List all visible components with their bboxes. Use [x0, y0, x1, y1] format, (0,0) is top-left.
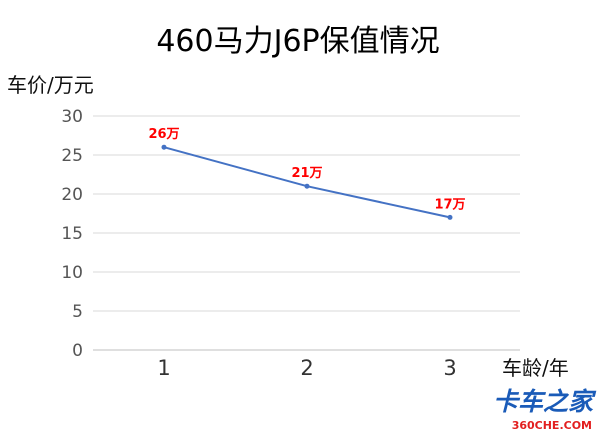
series-line — [163, 146, 451, 219]
x-axis-ticks: 1 2 3 — [157, 356, 456, 380]
data-labels: 26万 21万 17万 — [148, 127, 465, 212]
y-tick-label: 5 — [72, 302, 83, 322]
chart-title: 460马力J6P保值情况 — [156, 24, 439, 59]
y-tick-label: 20 — [61, 185, 83, 205]
y-tick-label: 25 — [61, 146, 83, 166]
data-label: 21万 — [291, 166, 322, 181]
series — [161, 144, 453, 220]
x-axis-title: 车龄/年 — [502, 356, 569, 380]
x-tick-label: 2 — [300, 356, 313, 380]
x-tick-label: 3 — [443, 356, 456, 380]
y-axis-title: 车价/万元 — [7, 73, 94, 97]
data-label: 26万 — [148, 127, 179, 142]
data-point — [304, 183, 310, 189]
data-label: 17万 — [434, 197, 465, 212]
y-tick-label: 15 — [61, 224, 83, 244]
gridlines — [93, 115, 520, 351]
watermark-logo: 卡车之家 360CHE.COM — [493, 387, 597, 432]
data-point — [161, 144, 167, 150]
y-tick-label: 10 — [61, 263, 83, 283]
watermark-url: 360CHE.COM — [512, 419, 592, 432]
watermark-brand: 卡车之家 — [493, 387, 597, 416]
y-tick-label: 0 — [72, 341, 83, 361]
data-point — [447, 214, 453, 220]
x-tick-label: 1 — [157, 356, 170, 380]
y-axis-ticks: 0 5 10 15 20 25 30 — [61, 107, 83, 361]
y-tick-label: 30 — [61, 107, 83, 127]
